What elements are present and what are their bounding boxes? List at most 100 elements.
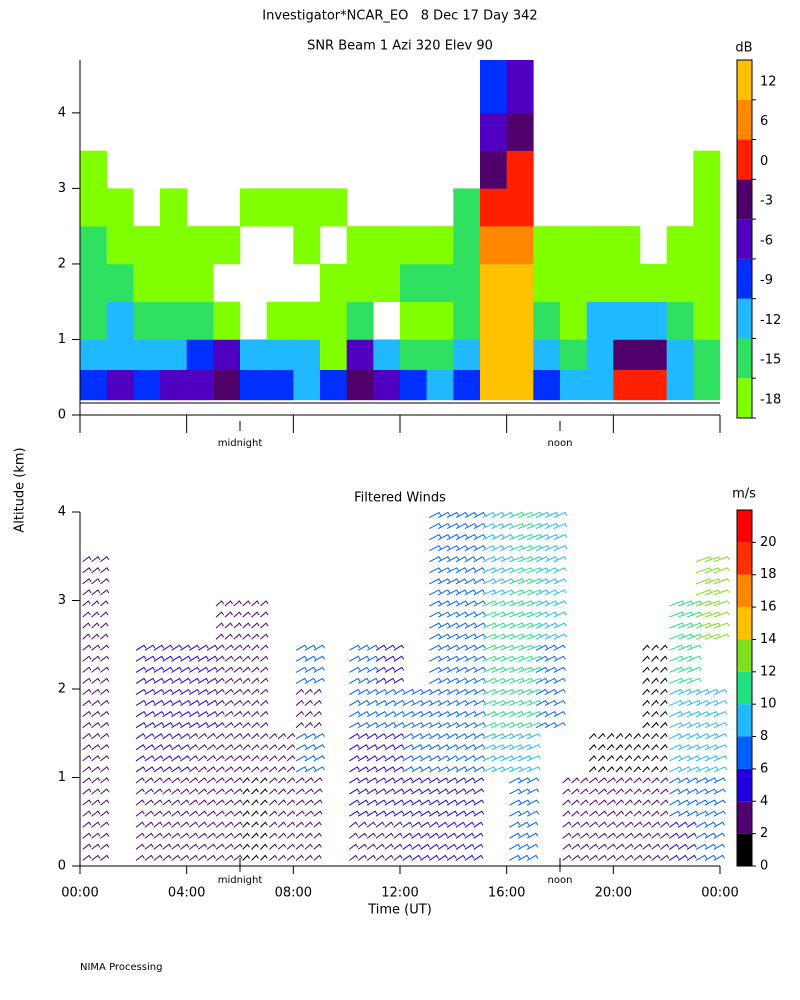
wind-barb — [304, 666, 317, 673]
wind-barb — [268, 821, 278, 828]
wind-barb — [589, 832, 599, 839]
wind-barb — [171, 688, 182, 695]
wind-barb — [544, 677, 557, 684]
wind-barb — [571, 843, 581, 850]
wind-barb — [642, 699, 650, 706]
wind-barb — [562, 799, 571, 806]
wind-barb — [695, 578, 713, 585]
wind-barb — [91, 744, 101, 751]
wind-barb — [82, 699, 92, 706]
wind-barb — [375, 666, 387, 673]
wind-barb — [446, 788, 458, 795]
wind-barb — [695, 711, 710, 718]
wind-barb — [642, 677, 650, 684]
wind-barb — [260, 766, 269, 773]
wind-barb — [509, 733, 523, 740]
heatmap-cell — [346, 301, 374, 340]
wind-barb — [375, 655, 387, 662]
wind-barb — [91, 600, 100, 607]
wind-barb — [349, 799, 360, 806]
wind-barb — [206, 766, 216, 773]
wind-barb — [686, 611, 703, 618]
wind-barb — [535, 622, 549, 629]
wind-barb — [473, 589, 485, 596]
wind-barb — [455, 545, 469, 552]
wind-barb — [686, 633, 703, 640]
wind-barb — [651, 843, 661, 850]
wind-barb — [615, 799, 625, 806]
wind-barb — [615, 766, 624, 773]
wind-barb — [633, 843, 643, 850]
wind-barb — [446, 755, 459, 762]
wind-barb — [135, 843, 145, 850]
wind-barb — [82, 644, 92, 651]
wind-barb — [242, 666, 251, 673]
heatmap-cell — [293, 188, 321, 227]
wind-barb — [517, 843, 530, 850]
wind-barb — [135, 854, 145, 861]
wind-barb — [153, 810, 163, 817]
wind-barb — [189, 832, 199, 839]
wind-barb — [704, 788, 717, 795]
colorbar-label: -15 — [760, 353, 781, 368]
wind-barb — [437, 589, 451, 596]
heatmap-cell — [666, 301, 694, 340]
wind-barb — [669, 854, 679, 861]
wind-barb — [242, 799, 250, 806]
wind-barb — [366, 699, 379, 707]
wind-barb — [242, 633, 251, 640]
wind-barb — [518, 644, 534, 651]
wind-barb — [260, 843, 268, 850]
y-tick-label: 0 — [58, 859, 66, 874]
wind-barb — [384, 722, 397, 729]
x-tick-label: 12:00 — [381, 886, 418, 901]
wind-barb — [171, 821, 181, 828]
wind-barb — [491, 688, 506, 695]
colorbar-band — [737, 736, 752, 769]
wind-barb — [429, 644, 442, 651]
wind-barb — [553, 567, 567, 574]
wind-barb — [473, 843, 484, 850]
wind-barb — [375, 677, 387, 684]
wind-barb — [455, 711, 469, 718]
colorbar-band — [737, 801, 752, 834]
heatmap-cell — [106, 339, 134, 370]
wind-barb — [82, 788, 92, 795]
heatmap-cell — [506, 263, 534, 303]
wind-barb — [437, 578, 451, 585]
wind-barb — [518, 611, 534, 618]
wind-barb — [535, 655, 549, 662]
wind-barb — [437, 744, 450, 751]
heatmap-cell — [400, 339, 427, 370]
heatmap-cell — [693, 301, 721, 340]
y-axis-label: Altitude (km) — [13, 447, 28, 532]
wind-barb — [206, 688, 218, 695]
wind-barb — [100, 832, 110, 839]
wind-barb — [677, 832, 688, 839]
annotation: midnight — [218, 438, 263, 449]
wind-barb — [446, 666, 460, 673]
wind-barb — [162, 843, 172, 850]
wind-barb — [82, 810, 92, 817]
wind-barb — [544, 699, 557, 707]
wind-barb — [455, 699, 469, 707]
wind-barb — [642, 688, 650, 695]
wind-barb — [82, 556, 92, 563]
wind-barb — [215, 810, 225, 817]
wind-barb — [473, 522, 486, 530]
wind-barb — [606, 755, 615, 762]
wind-barb — [571, 821, 581, 828]
heatmap-cell — [373, 369, 401, 401]
wind-barb — [651, 832, 661, 839]
wind-barb — [437, 644, 451, 651]
wind-barb — [429, 556, 442, 563]
wind-barb — [277, 777, 287, 784]
wind-barb — [268, 777, 278, 784]
wind-barb — [535, 522, 550, 530]
wind-barb — [162, 821, 172, 828]
wind-barb — [286, 777, 296, 784]
wind-barb — [544, 644, 557, 651]
wind-barb — [277, 766, 287, 773]
wind-barb — [713, 777, 726, 784]
wind-barb — [197, 810, 208, 817]
